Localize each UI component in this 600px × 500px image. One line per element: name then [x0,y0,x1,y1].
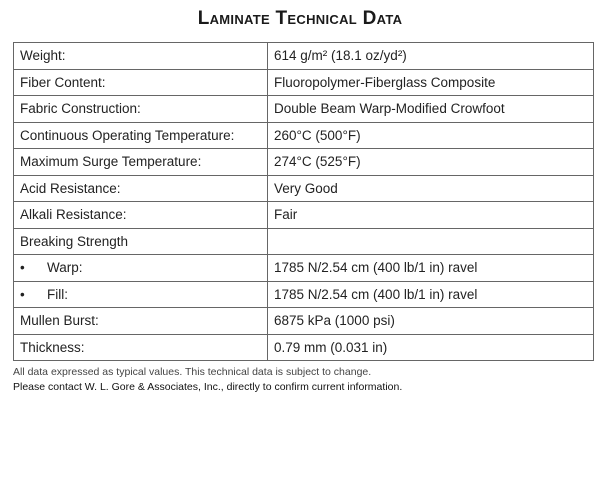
table-row: Thickness: 0.79 mm (0.031 in) [13,333,594,361]
row-label: Breaking Strength [20,233,129,249]
row-label-cell: Maximum Surge Temperature: [13,148,268,176]
row-label-cell: • Warp: [13,254,268,282]
row-label: Alkali Resistance: [20,207,127,223]
table-row: Mullen Burst: 6875 kPa (1000 psi) [13,307,594,335]
row-value: 0.79 mm (0.031 in) [267,333,594,361]
row-value: 1785 N/2.54 cm (400 lb/1 in) ravel [267,254,594,282]
row-label-cell: Mullen Burst: [13,307,268,335]
row-label-cell: Continuous Operating Temperature: [13,121,268,149]
row-label-cell: Fiber Content: [13,68,268,96]
row-value: Fair [267,201,594,229]
table-row: • Warp: 1785 N/2.54 cm (400 lb/1 in) ravel [13,254,594,282]
row-label-cell: Weight: [13,42,268,70]
row-value [267,227,594,255]
bullet-icon: • [20,286,25,302]
row-label: Mullen Burst: [20,313,99,329]
row-label: Warp: [47,260,83,276]
row-value: 1785 N/2.54 cm (400 lb/1 in) ravel [267,280,594,308]
row-label-cell: Breaking Strength [13,227,268,255]
row-label-cell: Thickness: [13,333,268,361]
row-value: Fluoropolymer-Fiberglass Composite [267,68,594,96]
row-label-cell: Alkali Resistance: [13,201,268,229]
row-value: Double Beam Warp-Modified Crowfoot [267,95,594,123]
page-title: Laminate Technical Data [197,8,403,29]
table-row: Continuous Operating Temperature: 260°C (… [13,121,594,149]
row-label: Fiber Content: [20,74,106,90]
bullet-icon: • [20,260,25,276]
row-label: Weight: [20,48,66,64]
technical-data-table: Weight: 614 g/m² (18.1 oz/yd²) Fiber Conte… [13,42,594,361]
table-row: • Fill: 1785 N/2.54 cm (400 lb/1 in) ravel [13,280,594,308]
row-label-cell: Fabric Construction: [13,95,268,123]
row-label: Fabric Construction: [20,101,141,117]
row-label-cell: • Fill: [13,280,268,308]
footnote-typical-values: All data expressed as typical values. Th… [13,366,372,378]
row-value: 6875 kPa (1000 psi) [267,307,594,335]
row-label: Continuous Operating Temperature: [20,127,235,143]
row-label: Fill: [47,286,68,302]
row-label: Thickness: [20,339,85,355]
footnote-contact: Please contact W. L. Gore & Associates, … [13,381,403,393]
row-value: 274°C (525°F) [267,148,594,176]
row-value: 614 g/m² (18.1 oz/yd²) [267,42,594,70]
table-row: Breaking Strength [13,227,594,255]
row-label-cell: Acid Resistance: [13,174,268,202]
row-label: Acid Resistance: [20,180,121,196]
table-row: Fabric Construction: Double Beam Warp-Mod… [13,95,594,123]
row-value: 260°C (500°F) [267,121,594,149]
row-label: Maximum Surge Temperature: [20,154,202,170]
table-row: Weight: 614 g/m² (18.1 oz/yd²) [13,42,594,70]
table-row: Fiber Content: Fluoropolymer-Fiberglass C… [13,68,594,96]
row-value: Very Good [267,174,594,202]
table-row: Acid Resistance: Very Good [13,174,594,202]
table-row: Maximum Surge Temperature: 274°C (525°F) [13,148,594,176]
table-row: Alkali Resistance: Fair [13,201,594,229]
